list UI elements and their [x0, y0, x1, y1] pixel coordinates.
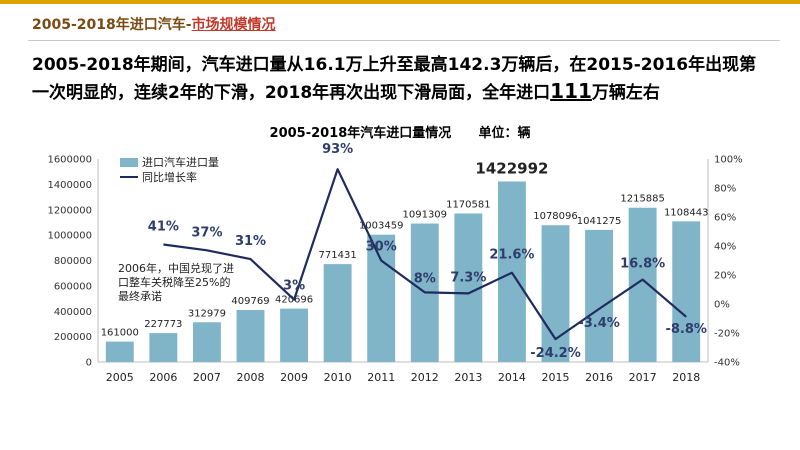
growth-rate-label: 31% [235, 234, 266, 249]
legend-bar-label: 进口汽车进口量 [142, 155, 219, 169]
chart-title: 2005-2018年汽车进口量情况 [269, 126, 452, 141]
header-accent: 市场规模情况 [191, 17, 276, 33]
y-left-tick-label: 1400000 [47, 180, 92, 191]
bar-value-label: 771431 [319, 250, 357, 261]
y-left-tick-label: 0 [86, 358, 92, 369]
y-left-tick-label: 400000 [54, 307, 92, 318]
page-header: 2005-2018年进口汽车-市场规模情况 [32, 14, 276, 34]
x-tick-label: 2010 [324, 371, 352, 384]
growth-line [163, 168, 687, 341]
growth-rate-label: -24.2% [530, 346, 581, 361]
bar-value-label: 1170581 [446, 199, 491, 210]
growth-rate-label: 93% [322, 142, 353, 157]
y-right-tick-label: 40% [714, 242, 736, 253]
bar-value-label: 1215885 [620, 194, 665, 205]
bar [454, 213, 483, 362]
growth-rate-label: -3.4% [578, 316, 619, 331]
summary-number: 111 [550, 79, 592, 103]
x-tick-label: 2015 [542, 371, 570, 384]
bar-value-label: 1041275 [577, 216, 622, 227]
bar-value-label: 312979 [188, 308, 226, 319]
y-left-tick-label: 1600000 [47, 155, 92, 166]
annotation-note: 2006年，中国兑现了进口整车关税降至25%的最终承诺 [118, 262, 234, 303]
chart-unit-label: 单位：辆 [478, 126, 531, 141]
x-tick-label: 2005 [106, 371, 134, 384]
x-tick-label: 2016 [585, 371, 613, 384]
bar-value-label: 1108443 [664, 207, 709, 218]
bar-value-label: 409769 [231, 296, 269, 307]
y-right-tick-label: 20% [714, 271, 736, 282]
growth-rate-label: 3% [283, 279, 305, 294]
x-tick-label: 2008 [237, 371, 265, 384]
y-left-tick-label: 600000 [54, 281, 92, 292]
bar [280, 308, 309, 362]
x-tick-label: 2018 [672, 371, 700, 384]
bar [149, 333, 178, 362]
bar [672, 221, 701, 362]
bar-value-label: 1078096 [533, 211, 578, 222]
x-tick-label: 2013 [454, 371, 482, 384]
header-separator: - [185, 17, 192, 33]
y-left-tick-label: 1200000 [47, 205, 92, 216]
header-divider [28, 40, 780, 41]
summary-before: 2005-2018年期间，汽车进口量从16.1万上升至最高142.3万辆后，在2… [32, 55, 757, 103]
growth-rate-label: 7.3% [450, 270, 486, 285]
bar-value-label: 1003459 [359, 221, 404, 232]
bar [585, 229, 614, 362]
y-right-tick-label: 60% [714, 213, 736, 224]
growth-rate-label: 8% [414, 271, 436, 286]
growth-rate-label: 30% [366, 240, 397, 255]
summary-after: 万辆左右 [591, 83, 660, 103]
x-tick-label: 2014 [498, 371, 526, 384]
bar [323, 264, 352, 362]
y-right-tick-label: 0% [714, 300, 730, 311]
y-right-tick-label: 80% [714, 184, 736, 195]
bar [192, 322, 221, 362]
y-right-tick-label: 100% [714, 155, 743, 166]
bar [541, 225, 570, 362]
x-tick-label: 2009 [280, 371, 308, 384]
bar-value-label: 227773 [144, 319, 182, 330]
bar [105, 341, 134, 362]
x-tick-label: 2017 [629, 371, 657, 384]
bar-value-label-peak: 1422992 [475, 159, 548, 177]
growth-rate-label: 41% [148, 220, 179, 235]
top-accent-rule [0, 0, 800, 4]
x-tick-label: 2007 [193, 371, 221, 384]
summary-text: 2005-2018年期间，汽车进口量从16.1万上升至最高142.3万辆后，在2… [32, 52, 772, 106]
legend-bar-swatch [120, 158, 138, 167]
header-prefix: 2005-2018年进口汽车 [32, 17, 186, 33]
growth-rate-label: 37% [191, 225, 222, 240]
x-tick-label: 2006 [149, 371, 177, 384]
legend-line-label: 同比增长率 [142, 170, 197, 184]
y-left-tick-label: 200000 [54, 332, 92, 343]
x-tick-label: 2012 [411, 371, 439, 384]
growth-rate-label: 21.6% [489, 248, 534, 263]
bar [236, 310, 265, 362]
growth-rate-label: -8.8% [665, 322, 706, 337]
y-right-tick-label: -20% [714, 329, 740, 340]
y-right-tick-label: -40% [714, 358, 740, 369]
growth-rate-label: 16.8% [620, 257, 665, 272]
bar-value-label: 161000 [101, 328, 139, 339]
y-left-tick-label: 1000000 [47, 231, 92, 242]
bar [367, 234, 396, 362]
x-tick-label: 2011 [367, 371, 395, 384]
chart-title-row: 2005-2018年汽车进口量情况 单位：辆 [0, 122, 800, 141]
y-left-tick-label: 800000 [54, 256, 92, 267]
bar-value-label: 1091309 [403, 210, 448, 221]
